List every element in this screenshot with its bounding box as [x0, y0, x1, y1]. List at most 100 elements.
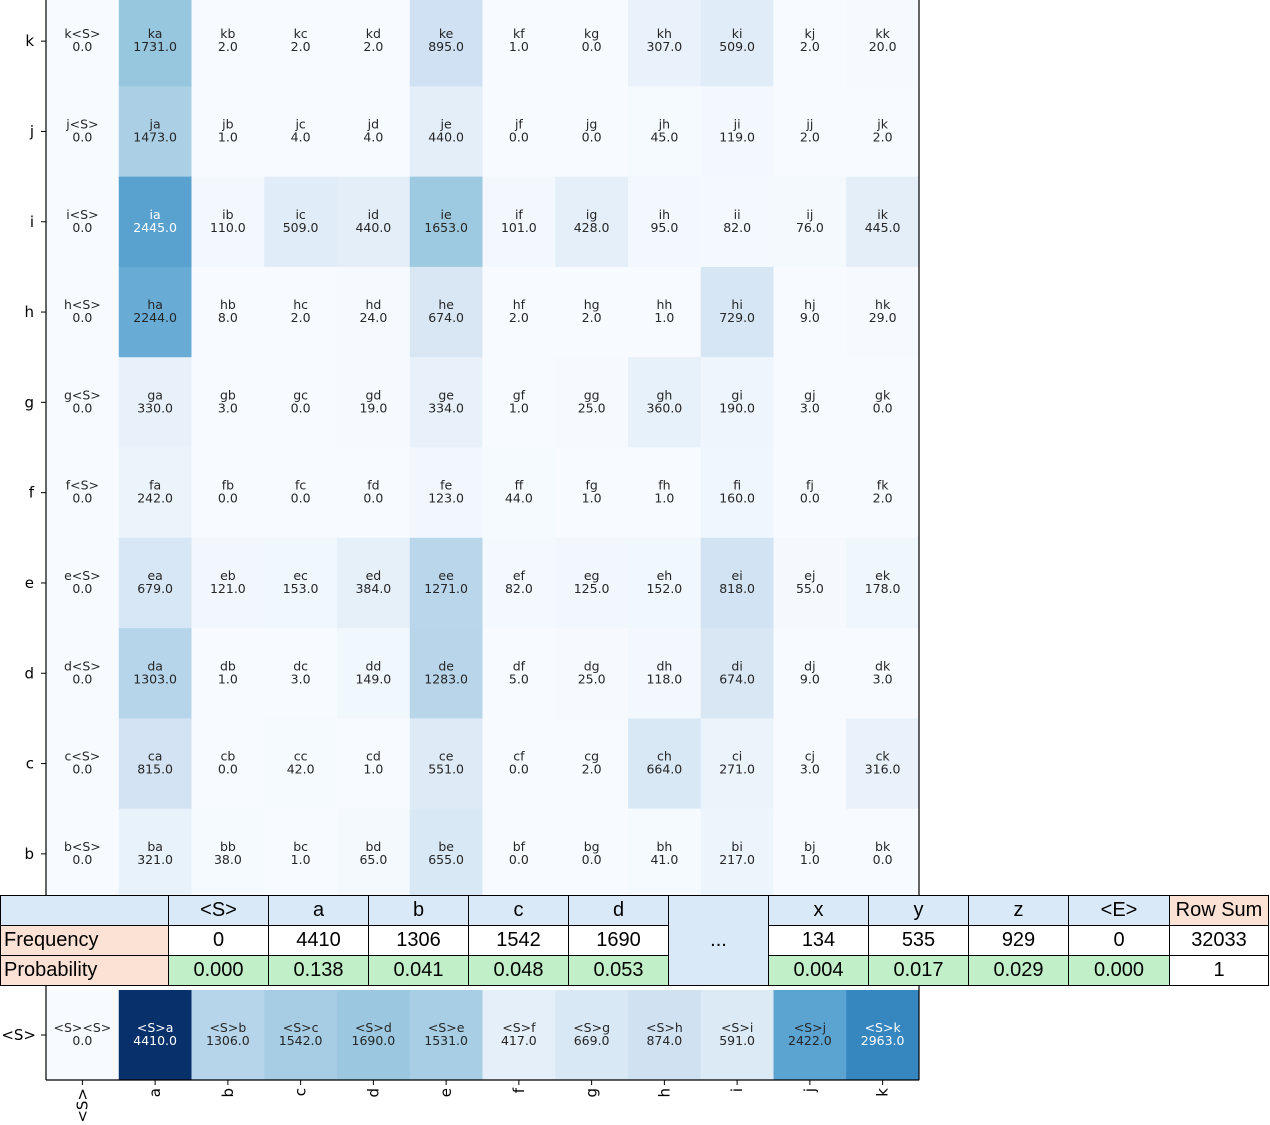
- table-row-label: Frequency: [0, 925, 169, 956]
- start-row-cell: [482, 990, 556, 1081]
- cell-bigram-label: gh: [656, 387, 672, 402]
- cell-count-label: 674.0: [719, 671, 755, 686]
- heatmap-cell: [700, 447, 774, 539]
- cell-bigram-label: ea: [147, 568, 162, 583]
- heatmap-cell: [46, 176, 120, 268]
- cell-bigram-label: ch: [657, 749, 672, 764]
- heatmap-cell: [409, 176, 483, 268]
- table-probability-cell: 0.048: [468, 955, 569, 986]
- y-tick-label: e: [25, 574, 34, 592]
- cell-count-label: 2.0: [873, 129, 893, 144]
- cell-count-label: 2.0: [509, 310, 529, 325]
- cell-count-label: 0.0: [218, 491, 238, 506]
- start-row-cell: [846, 990, 920, 1081]
- heatmap-cell: [628, 176, 702, 268]
- cell-bigram-label: jg: [585, 116, 597, 131]
- cell-count-label: 384.0: [355, 581, 391, 596]
- cell-count-label: 669.0: [574, 1033, 610, 1048]
- x-tick-label: j: [801, 1088, 819, 1093]
- x-tick-label: i: [728, 1088, 746, 1092]
- x-tick-label: f: [510, 1087, 528, 1093]
- cell-count-label: 1303.0: [133, 671, 177, 686]
- heatmap-cell: [482, 0, 556, 87]
- heatmap-cell: [555, 0, 629, 87]
- cell-bigram-label: bf: [513, 839, 526, 854]
- cell-count-label: 655.0: [428, 852, 464, 867]
- heatmap-cell: [555, 176, 629, 268]
- cell-bigram-label: dd: [365, 658, 381, 673]
- heatmap-cell: [337, 537, 411, 629]
- cell-count-label: 1473.0: [133, 129, 177, 144]
- cell-bigram-label: hb: [220, 297, 236, 312]
- cell-bigram-label: gg: [584, 387, 600, 402]
- y-tick-label: j: [29, 122, 34, 140]
- cell-bigram-label: cg: [584, 749, 599, 764]
- table-col-header: x: [768, 895, 869, 926]
- cell-count-label: 2.0: [291, 310, 311, 325]
- cell-bigram-label: hd: [365, 297, 381, 312]
- cell-bigram-label: hk: [875, 297, 891, 312]
- cell-bigram-label: <S>k: [865, 1020, 902, 1035]
- cell-count-label: 242.0: [137, 491, 173, 506]
- cell-bigram-label: ga: [147, 387, 163, 402]
- cell-bigram-label: fi: [733, 478, 741, 493]
- heatmap-cell: [846, 266, 920, 358]
- heatmap-cell: [46, 628, 120, 719]
- cell-count-label: 25.0: [578, 400, 606, 415]
- cell-count-label: 509.0: [283, 220, 319, 235]
- heatmap-cell: [555, 86, 629, 178]
- heatmap-cell: [337, 447, 411, 539]
- cell-count-label: 4410.0: [133, 1033, 177, 1048]
- cell-count-label: 0.0: [873, 852, 893, 867]
- heatmap-cell: [46, 808, 120, 900]
- start-row-cell: [700, 990, 774, 1081]
- cell-count-label: 0.0: [72, 581, 92, 596]
- heatmap-cell: [846, 628, 920, 719]
- cell-count-label: 0.0: [72, 310, 92, 325]
- table-corner-cell: [0, 895, 169, 926]
- cell-bigram-label: j<S>: [65, 116, 98, 131]
- cell-bigram-label: cj: [805, 749, 815, 764]
- heatmap-cell: [773, 537, 847, 629]
- cell-count-label: 271.0: [719, 762, 755, 777]
- cell-count-label: 2445.0: [133, 220, 177, 235]
- y-tick-label: k: [25, 32, 34, 50]
- cell-count-label: 217.0: [719, 852, 755, 867]
- cell-bigram-label: ic: [295, 207, 305, 222]
- cell-count-label: 0.0: [582, 39, 602, 54]
- heatmap-cell: [46, 86, 120, 178]
- cell-bigram-label: gk: [875, 387, 891, 402]
- cell-bigram-label: bg: [584, 839, 600, 854]
- heatmap-cell: [191, 628, 265, 719]
- cell-count-label: 178.0: [865, 581, 901, 596]
- table-col-header: c: [468, 895, 569, 926]
- cell-count-label: 0.0: [72, 400, 92, 415]
- cell-count-label: 55.0: [796, 581, 824, 596]
- cell-count-label: 4.0: [363, 129, 383, 144]
- heatmap-cell: [118, 86, 192, 178]
- cell-bigram-label: fd: [367, 478, 379, 493]
- cell-bigram-label: <S>f: [502, 1020, 536, 1035]
- cell-count-label: 45.0: [650, 129, 678, 144]
- table-row-label: Probability: [0, 955, 169, 986]
- cell-bigram-label: jb: [221, 116, 233, 131]
- cell-bigram-label: if: [515, 207, 523, 222]
- cell-bigram-label: ik: [877, 207, 888, 222]
- table-ellipsis-cell: ...: [668, 895, 769, 986]
- start-row-cell: [773, 990, 847, 1081]
- heatmap-cell: [555, 537, 629, 629]
- cell-bigram-label: k<S>: [64, 26, 100, 41]
- cell-count-label: 1542.0: [279, 1033, 323, 1048]
- heatmap-cell: [46, 266, 120, 358]
- cell-count-label: 874.0: [646, 1033, 682, 1048]
- cell-count-label: 190.0: [719, 400, 755, 415]
- cell-count-label: 0.0: [509, 762, 529, 777]
- heatmap-cell: [191, 537, 265, 629]
- cell-bigram-label: hh: [656, 297, 672, 312]
- cell-bigram-label: <S>h: [646, 1020, 683, 1035]
- cell-count-label: 0.0: [800, 491, 820, 506]
- cell-count-label: 2.0: [218, 39, 238, 54]
- y-tick-label: g: [24, 393, 34, 411]
- x-tick-label: b: [219, 1088, 237, 1098]
- cell-count-label: 321.0: [137, 852, 173, 867]
